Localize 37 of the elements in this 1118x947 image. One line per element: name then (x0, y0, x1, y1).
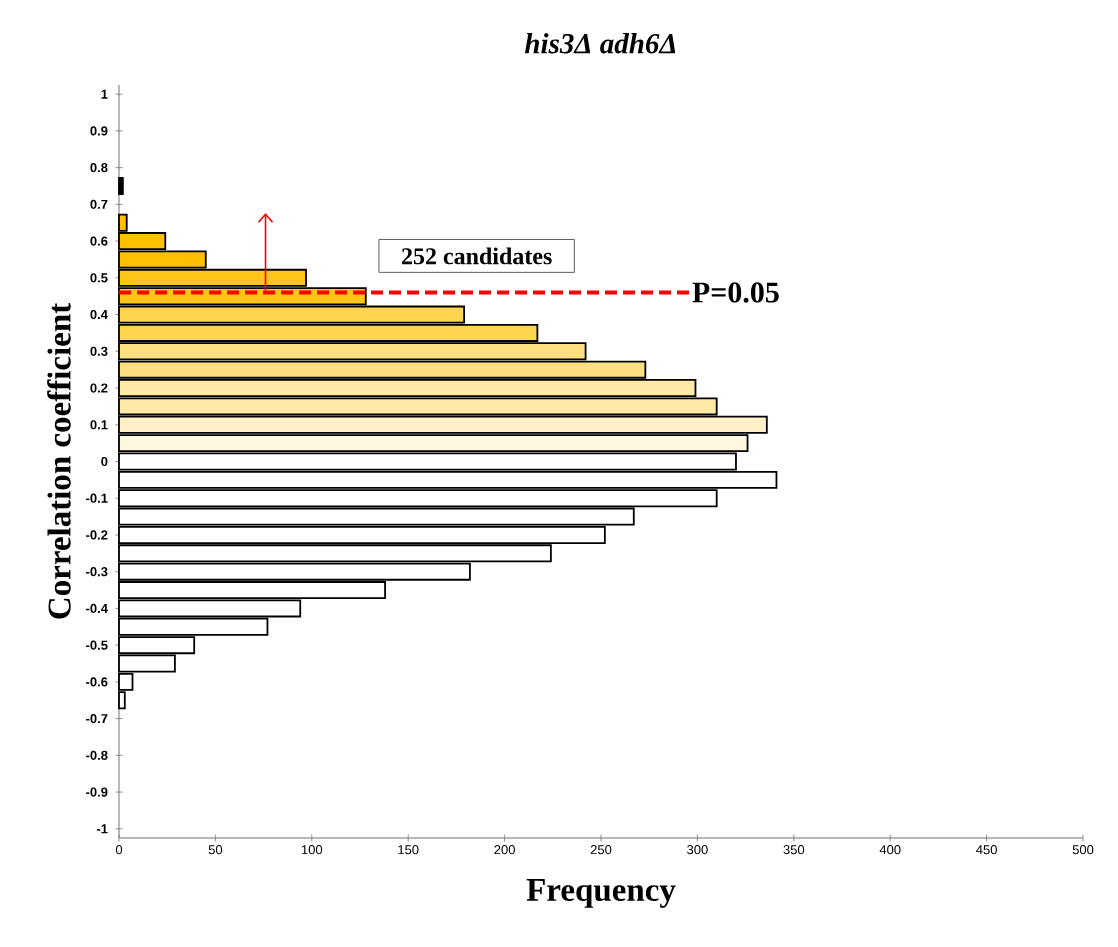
y-tick-label: 0 (101, 456, 108, 467)
x-tick-label: 50 (208, 845, 223, 855)
x-tick-label: 150 (398, 845, 419, 855)
x-axis-title: Frequency (526, 879, 676, 908)
y-tick-label: 0.1 (90, 420, 108, 430)
y-tick-label: 0.3 (90, 346, 108, 356)
x-tick-label: 250 (590, 845, 612, 855)
y-tick-label: 0.9 (90, 126, 108, 136)
x-tick-label: 0 (115, 845, 123, 855)
y-tick-label: 0.5 (90, 273, 108, 283)
y-tick-label: -0.9 (86, 787, 108, 797)
y-tick-label: -0.3 (86, 567, 108, 577)
chart-title: his3Δ adh6Δ (524, 33, 676, 54)
x-tick-label: 500 (1072, 845, 1094, 855)
y-tick-label: -0.1 (86, 493, 108, 503)
y-tick-label: -0.6 (86, 677, 108, 687)
y-tick-label: -0.5 (86, 640, 108, 650)
y-tick-label: -0.2 (86, 530, 108, 540)
x-tick-label: 400 (879, 845, 901, 855)
y-tick-label: 1 (101, 89, 108, 99)
y-tick-label: 0.2 (90, 383, 108, 393)
y-tick-label: 0.7 (90, 199, 108, 209)
x-tick-label: 100 (301, 845, 323, 855)
y-tick-label: -1 (96, 824, 108, 834)
y-tick-label: -0.7 (86, 714, 108, 724)
x-tick-label: 300 (687, 845, 708, 855)
y-tick-label: 0.4 (90, 309, 108, 320)
x-tick-label: 450 (976, 845, 997, 855)
annotation: 252 candidates (401, 247, 552, 265)
y-tick-label: -0.4 (86, 603, 108, 614)
annotation: P=0.05 (692, 282, 779, 303)
y-tick-label: 0.8 (90, 163, 108, 173)
y-axis-title: Correlation coefficient (47, 302, 71, 619)
x-tick-label: 200 (494, 845, 515, 855)
x-tick-label: 350 (783, 845, 805, 855)
y-tick-label: 0.6 (90, 236, 108, 246)
y-tick-label: -0.8 (86, 750, 108, 760)
